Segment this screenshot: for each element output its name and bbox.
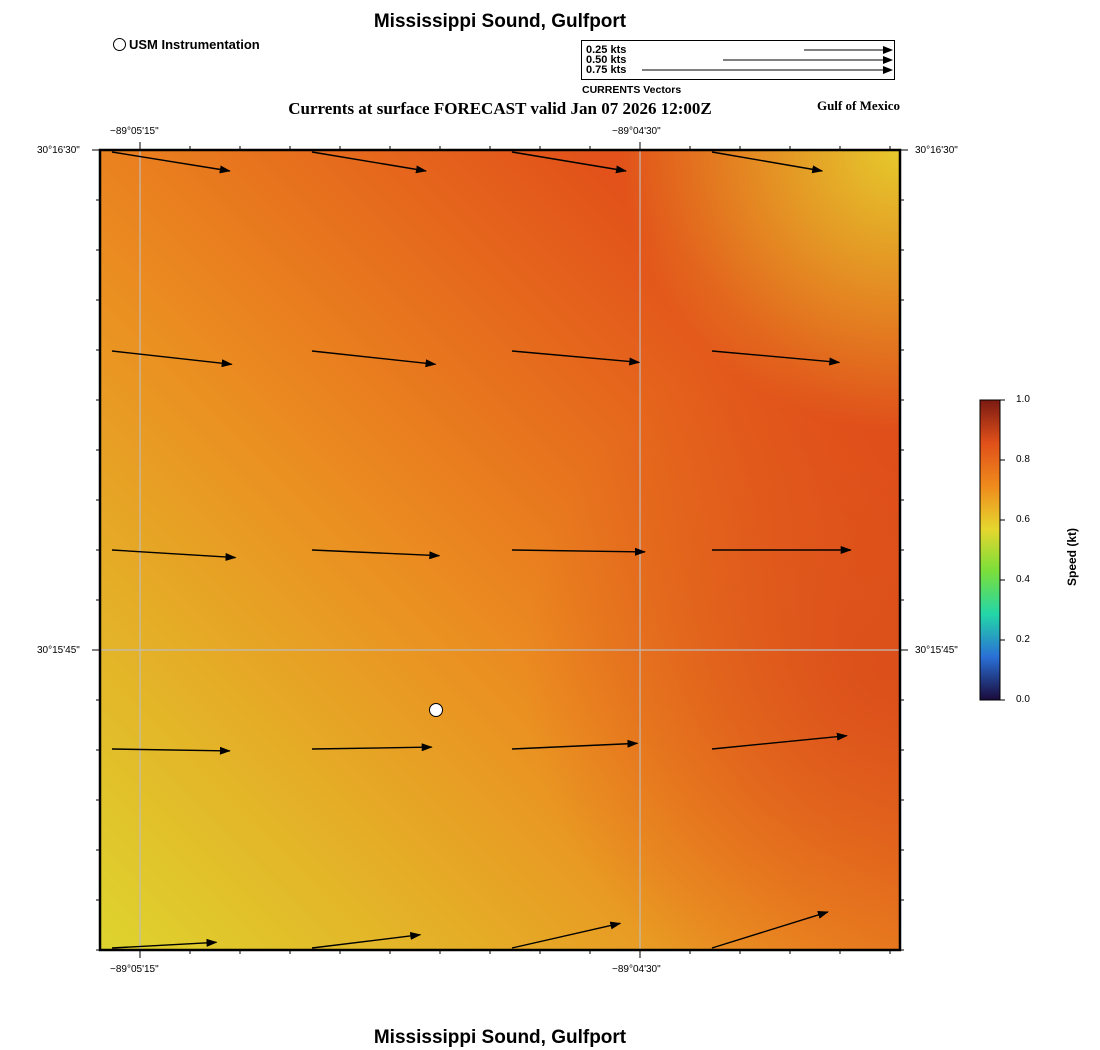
current-vector: [111, 350, 233, 368]
current-vector: [311, 151, 427, 174]
vectors-caption: CURRENTS Vectors: [582, 84, 682, 96]
map-title-top: Mississippi Sound, Gulfport: [373, 11, 627, 32]
station-marker-icon: [113, 38, 126, 51]
usm-instrumentation-station[interactable]: [429, 703, 443, 717]
current-vector: [511, 350, 641, 366]
current-vector: [311, 350, 437, 368]
forecast-subtitle: Currents at surface FORECAST valid Jan 0…: [288, 99, 712, 118]
colorbar-tick-1.0: 1.0: [1016, 394, 1030, 405]
lon-tick-bottom-2: −89°04'30": [612, 964, 661, 975]
lon-tick-top-1: −89°05'15": [110, 126, 159, 137]
colorbar-title: Speed (kt): [1065, 528, 1079, 587]
lat-tick-left-1: 30°16'30": [37, 145, 80, 156]
current-vector: [111, 151, 231, 174]
current-vector: [511, 921, 622, 949]
lat-tick-right-1: 30°16'30": [915, 145, 958, 156]
current-vector: [711, 350, 841, 366]
current-vector: [311, 549, 441, 560]
current-vector: [511, 151, 627, 174]
current-vector: [511, 739, 639, 750]
current-vector: [711, 732, 848, 750]
current-vector: [311, 931, 422, 949]
lat-tick-right-2: 30°15'45": [915, 645, 958, 656]
lon-tick-top-2: −89°04'30": [612, 126, 661, 137]
colorbar-ticks: [1000, 399, 1005, 701]
colorbar-tick-0.0: 0.0: [1016, 694, 1030, 705]
map-frame: [98, 148, 902, 952]
current-vectors: [111, 151, 852, 949]
region-label: Gulf of Mexico: [816, 98, 900, 113]
vector-scale-label-3: 0.75 kts: [586, 64, 627, 76]
vector-scale-label-1: 0.25 kts: [586, 44, 627, 56]
colorbar-tick-0.6: 0.6: [1016, 514, 1030, 525]
vector-scale-arrows: [642, 46, 893, 74]
colorbar-tick-0.4: 0.4: [1016, 574, 1030, 585]
current-vector: [711, 151, 824, 174]
instrumentation-legend-label: USM Instrumentation: [129, 37, 260, 52]
colorbar-tick-0.2: 0.2: [1016, 634, 1030, 645]
vector-scale-legend: 0.25 kts 0.50 kts 0.75 kts: [581, 40, 895, 80]
speed-colorbar: [979, 399, 1005, 701]
lon-tick-bottom-1: −89°05'15": [110, 964, 159, 975]
current-vector: [711, 911, 829, 949]
instrumentation-legend: USM Instrumentation: [113, 37, 260, 52]
lat-tick-left-2: 30°15'45": [37, 645, 80, 656]
current-vector: [511, 547, 646, 556]
colorbar-tick-0.8: 0.8: [1016, 454, 1030, 465]
current-vector: [111, 549, 237, 561]
current-vector: [111, 938, 218, 949]
current-vector: [311, 743, 433, 752]
current-vector: [111, 746, 231, 755]
vector-scale-label-2: 0.50 kts: [586, 54, 627, 66]
map-title-bottom: Mississippi Sound, Gulfport: [373, 1027, 627, 1048]
colorbar-ramp: [979, 399, 1001, 701]
